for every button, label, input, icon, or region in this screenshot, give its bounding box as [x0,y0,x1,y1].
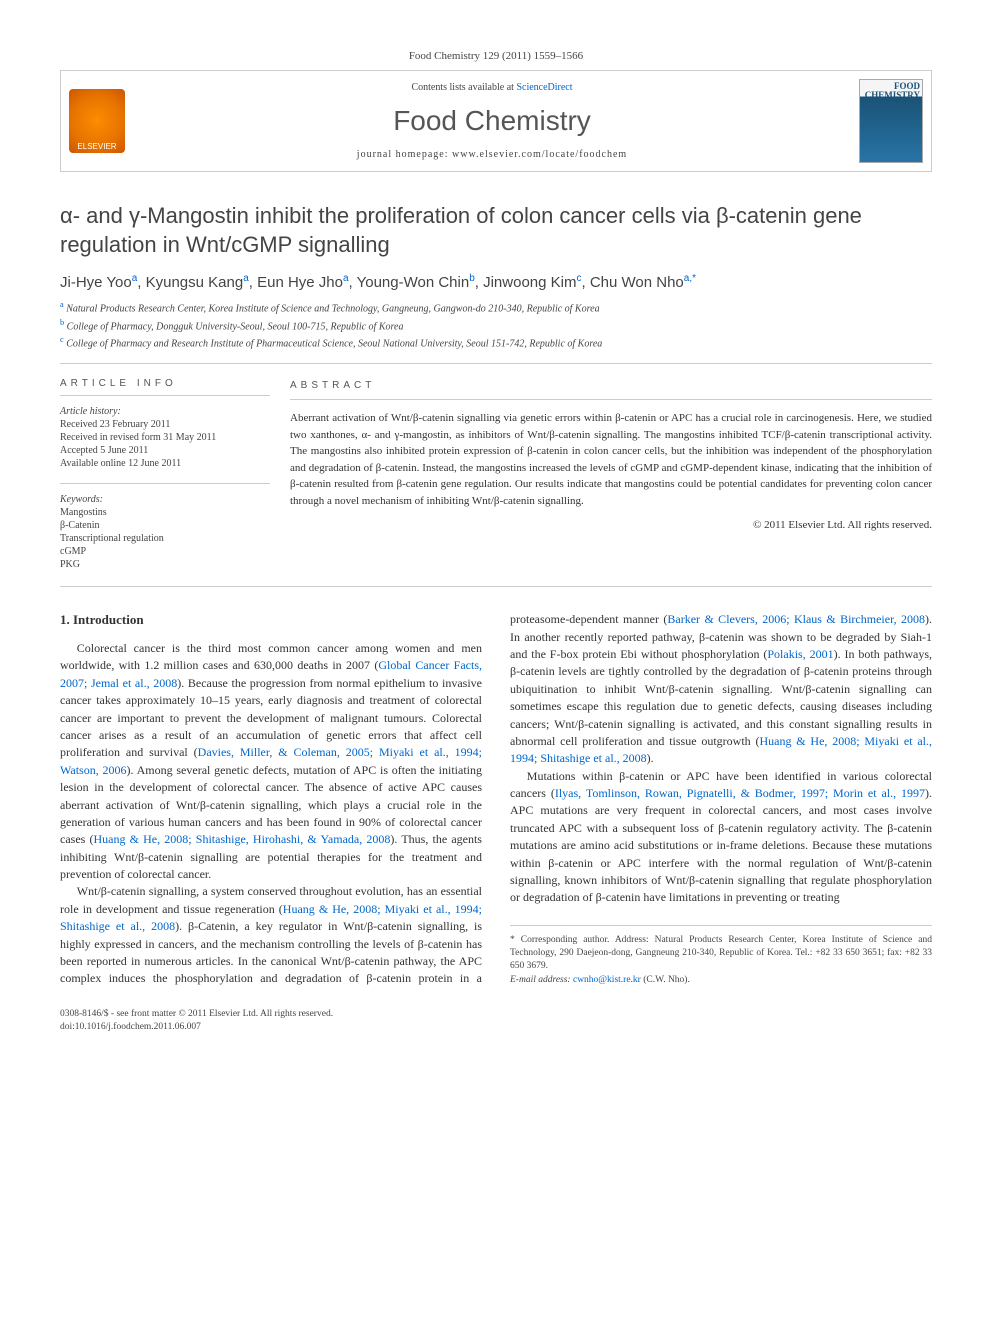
elsevier-logo: ELSEVIER [69,89,125,153]
body-paragraph: Mutations within β-catenin or APC have b… [510,768,932,907]
author-list: Ji-Hye Yooa, Kyungsu Kanga, Eun Hye Jhoa… [60,273,932,291]
abstract-text: Aberrant activation of Wnt/β-catenin sig… [290,410,932,509]
affiliation-line: c College of Pharmacy and Research Insti… [60,334,932,351]
keyword: Mangostins [60,507,270,518]
affiliation-line: b College of Pharmacy, Dongguk Universit… [60,317,932,334]
journal-header: ELSEVIER Contents lists available at Sci… [60,70,932,172]
abstract-copyright: © 2011 Elsevier Ltd. All rights reserved… [290,517,932,534]
keyword: cGMP [60,546,270,557]
front-matter-line: 0308-8146/$ - see front matter © 2011 El… [60,1008,932,1035]
corresponding-author-note: * Corresponding author. Address: Natural… [510,934,932,974]
email-label: E-mail address: [510,975,573,985]
abstract-header: ABSTRACT [290,378,932,400]
corresponding-email-link[interactable]: cwnho@kist.re.kr [573,975,641,985]
abstract-panel: ABSTRACT Aberrant activation of Wnt/β-ca… [290,364,932,586]
history-line: Received in revised form 31 May 2011 [60,432,270,443]
keywords-label: Keywords: [60,494,270,505]
info-divider [60,483,270,484]
section-1-heading: 1. Introduction [60,611,482,630]
keyword: PKG [60,559,270,570]
keyword: β-Catenin [60,520,270,531]
contents-availability: Contents lists available at ScienceDirec… [133,82,851,93]
article-info-panel: ARTICLE INFO Article history: Received 2… [60,364,290,586]
cover-title: FOOD CHEMISTRY [862,82,920,100]
email-line: E-mail address: cwnho@kist.re.kr (C.W. N… [510,974,932,987]
journal-name: Food Chemistry [133,105,851,137]
affiliation-line: a Natural Products Research Center, Kore… [60,299,932,316]
header-center: Contents lists available at ScienceDirec… [133,71,851,171]
body-paragraph: Colorectal cancer is the third most comm… [60,640,482,883]
homepage-url[interactable]: www.elsevier.com/locate/foodchem [452,149,627,160]
issn-copyright: 0308-8146/$ - see front matter © 2011 El… [60,1008,932,1021]
homepage-prefix: journal homepage: [357,149,452,160]
email-suffix: (C.W. Nho). [641,975,690,985]
affiliations: a Natural Products Research Center, Kore… [60,299,932,364]
history-line: Received 23 February 2011 [60,419,270,430]
history-label: Article history: [60,406,270,417]
contents-prefix: Contents lists available at [411,82,516,93]
history-line: Available online 12 June 2011 [60,458,270,469]
keyword: Transcriptional regulation [60,533,270,544]
sciencedirect-link[interactable]: ScienceDirect [516,82,572,93]
corr-label: * Corresponding author. [510,935,609,945]
issue-reference: Food Chemistry 129 (2011) 1559–1566 [60,50,932,62]
publisher-logo-container: ELSEVIER [61,71,133,171]
doi: doi:10.1016/j.foodchem.2011.06.007 [60,1021,932,1034]
journal-cover-container: FOOD CHEMISTRY [851,71,931,171]
article-title: α- and γ-Mangostin inhibit the prolifera… [60,202,932,259]
history-line: Accepted 5 June 2011 [60,445,270,456]
article-body: 1. Introduction Colorectal cancer is the… [60,611,932,988]
article-info-header: ARTICLE INFO [60,378,270,396]
journal-homepage: journal homepage: www.elsevier.com/locat… [133,149,851,160]
journal-cover-thumbnail: FOOD CHEMISTRY [859,79,923,163]
footnotes: * Corresponding author. Address: Natural… [510,925,932,987]
